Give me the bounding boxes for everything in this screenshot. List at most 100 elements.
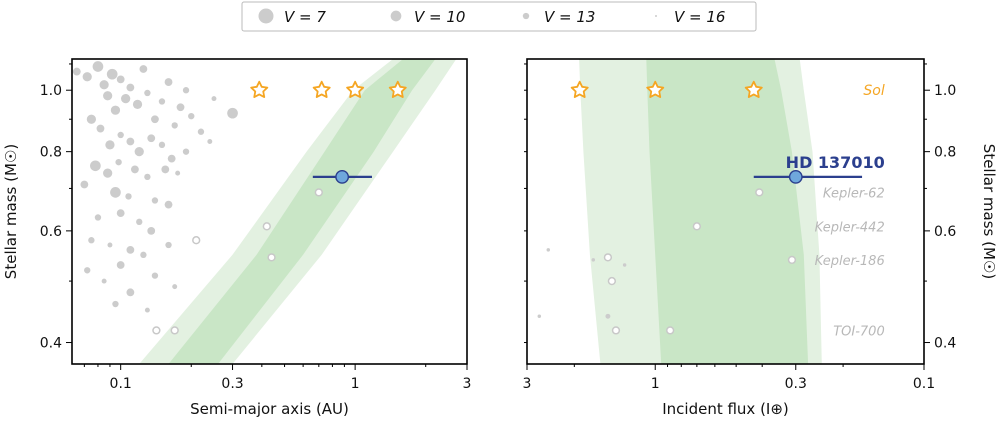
background-planet-point [151, 272, 159, 279]
background-planet-point [117, 131, 124, 139]
background-planet-point [126, 83, 135, 92]
known-hz-planet-point [755, 188, 764, 197]
background-planet-point [101, 278, 107, 284]
point-label: Kepler-186 [815, 254, 885, 269]
legend-label: V = 16 [674, 8, 725, 26]
background-planet-point [182, 87, 190, 94]
known-hz-planet-point [314, 188, 323, 197]
y-tick-label: 0.8 [934, 145, 956, 161]
background-planet-point [115, 159, 122, 166]
x-tick-label: 0.3 [221, 376, 243, 392]
x-tick-label: 0.1 [110, 376, 132, 392]
background-planet-point [110, 187, 121, 198]
x-tick-label: 1 [351, 376, 360, 392]
background-planet-point [96, 124, 105, 133]
background-planet-point [161, 165, 170, 174]
background-planet-point [164, 200, 173, 209]
target-point-hd-137010 [788, 169, 803, 184]
y-tick-label: 0.4 [40, 336, 62, 352]
background-planet-point [167, 154, 176, 163]
legend-marker [390, 10, 402, 22]
known-hz-planet-point [666, 326, 675, 335]
background-planet-point [103, 91, 113, 101]
point-label: TOI-700 [833, 324, 885, 339]
habitable-zone-conservative [646, 59, 809, 364]
background-planet-point [144, 173, 151, 181]
background-planet-point [116, 75, 125, 84]
target-point-hd-137010 [335, 169, 350, 184]
habitable-zone-conservative [168, 59, 436, 364]
background-planet-point [147, 226, 156, 235]
legend-marker [522, 12, 530, 20]
background-planet-point [227, 107, 238, 119]
x-axis-label: Incident flux (I⊕) [662, 400, 789, 418]
background-planet-point [106, 68, 118, 80]
solar-system-planet-star [346, 80, 365, 98]
background-planet-point [591, 258, 596, 262]
point-label: Sol [863, 83, 884, 99]
background-planet-point [144, 307, 150, 313]
plot-frame [71, 58, 468, 365]
background-planet-point [126, 137, 135, 146]
background-planet-point [158, 141, 166, 149]
background-planet-point [99, 80, 109, 90]
background-planet-point [171, 122, 178, 129]
known-hz-planet-point [192, 236, 201, 245]
background-planet-point [175, 170, 181, 176]
background-planet-point [151, 197, 159, 204]
background-planet-point [84, 267, 91, 274]
background-planet-point [197, 128, 205, 135]
background-planet-point [107, 242, 113, 248]
x-tick-label: 0.1 [913, 376, 935, 392]
x-tick-label: 1 [651, 376, 660, 392]
plot-frame [526, 58, 925, 365]
known-hz-planet-point [262, 222, 271, 231]
background-planet-point [90, 160, 101, 172]
background-planet-point [116, 261, 125, 269]
known-hz-planet-point [152, 326, 161, 335]
y-tick-label: 0.4 [934, 336, 956, 352]
background-planet-point [151, 115, 159, 124]
point-label: Kepler-62 [823, 186, 885, 201]
y-tick-label: 0.8 [40, 145, 62, 161]
solar-system-planet-star [250, 80, 269, 98]
background-planet-point [182, 148, 190, 155]
known-hz-planet-point [611, 326, 621, 335]
background-planet-point [80, 180, 89, 189]
x-tick-label: 3 [523, 376, 532, 392]
background-planet-point [86, 114, 97, 124]
y-tick-label: 0.6 [934, 224, 956, 240]
background-planet-point [188, 112, 195, 120]
background-planet-point [72, 67, 81, 76]
background-planet-point [140, 251, 147, 259]
x-axis-label: Semi-major axis (AU) [190, 400, 349, 418]
solar-system-planet-star [570, 80, 589, 98]
y-tick-label: 0.6 [40, 224, 62, 240]
background-planet-point [147, 134, 156, 143]
background-planet-point [121, 93, 131, 104]
background-planet-point [144, 89, 151, 97]
solar-system-planet-star [388, 80, 407, 98]
background-planet-point [132, 99, 143, 109]
known-hz-planet-point [603, 253, 613, 262]
legend-marker [258, 8, 274, 24]
background-planet-point [126, 245, 135, 254]
right-panel-incident-flux: Sol HD 137010 Kepler-62 Kepler-442 Kepler-18… [523, 58, 998, 418]
background-planet-point [94, 214, 102, 221]
solar-system-planet-star [646, 80, 665, 98]
known-hz-planet-point [692, 222, 702, 231]
background-planet-point [164, 78, 173, 86]
legend-frame [241, 1, 757, 32]
solar-system-planet-star [744, 80, 763, 98]
background-planet-point [110, 105, 121, 115]
legend-marker [654, 14, 658, 18]
background-planet-point [116, 209, 125, 218]
background-planet-point [136, 218, 143, 226]
background-planet-point [165, 241, 172, 249]
background-planet-point [92, 61, 104, 72]
known-hz-planet-point [267, 253, 276, 262]
background-planet-point [172, 284, 178, 290]
background-planet-point [139, 65, 148, 73]
legend-label: V = 7 [284, 8, 326, 26]
